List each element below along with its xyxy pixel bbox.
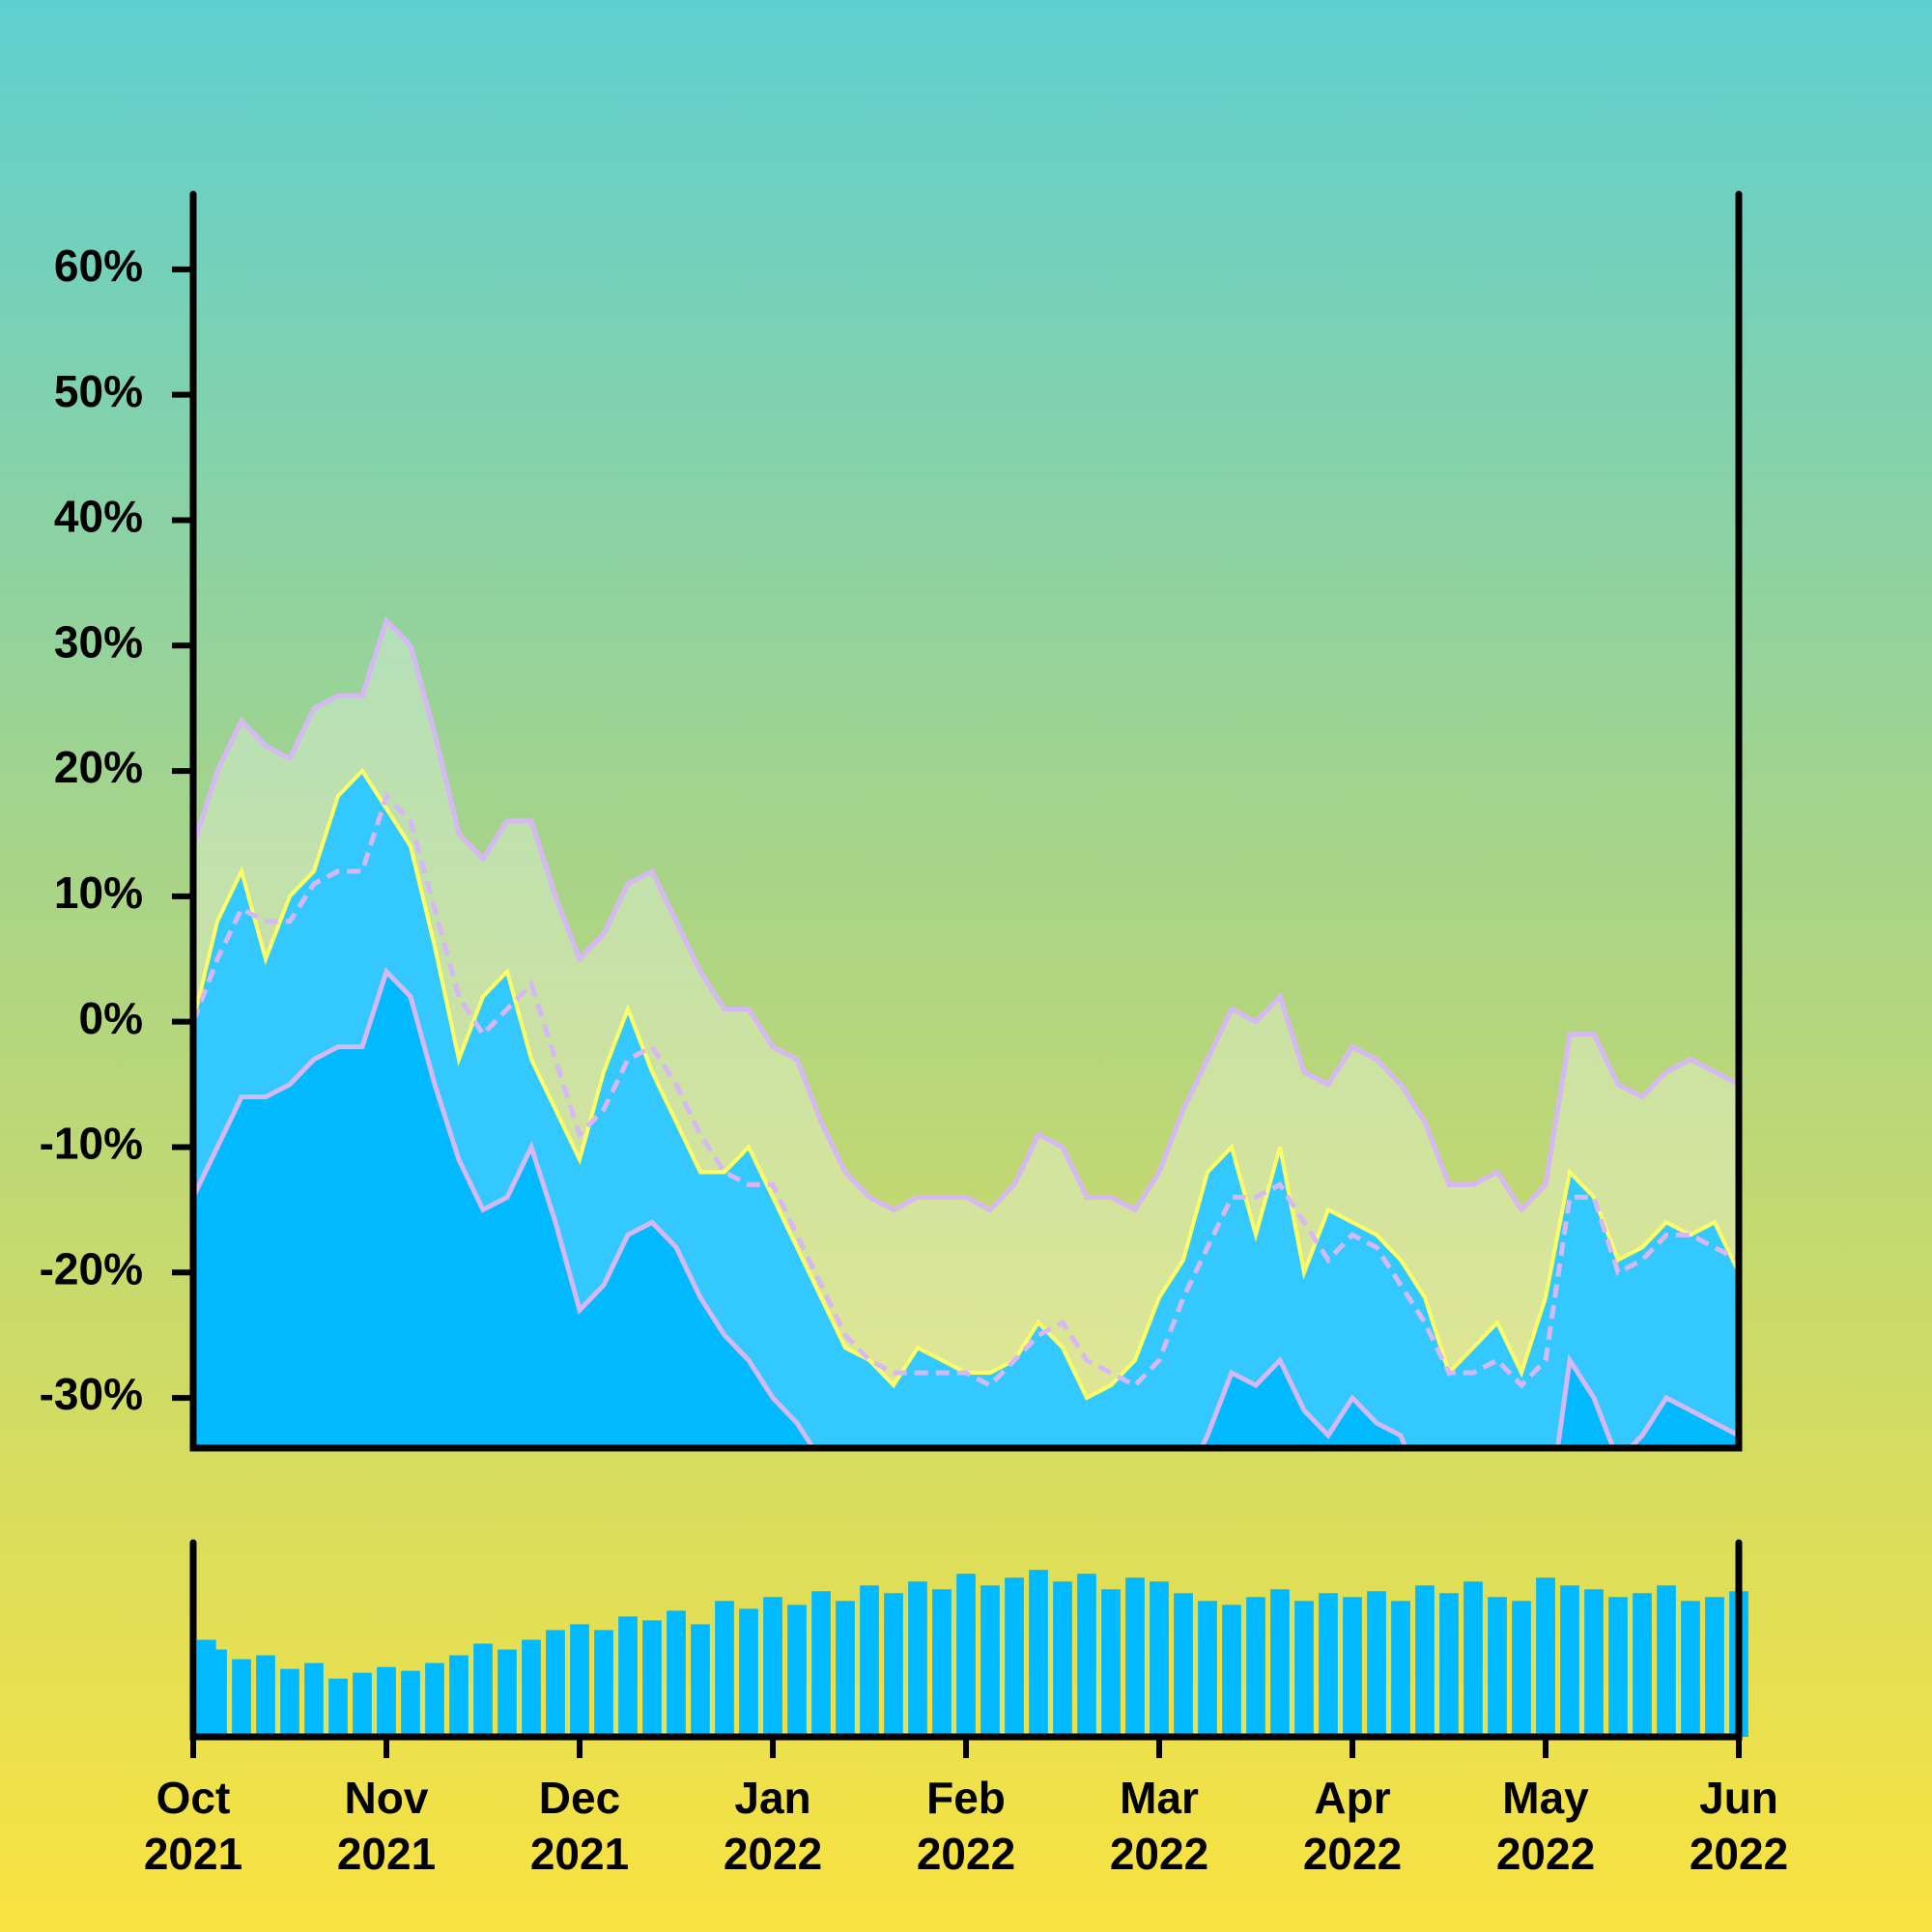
volume-bar [497,1649,517,1737]
volume-bar [836,1601,855,1737]
volume-bar [594,1630,613,1737]
volume-bar [208,1649,227,1737]
volume-bar [811,1591,831,1737]
volume-panel [197,1570,1748,1737]
volume-bar [1681,1601,1700,1737]
volume-bar [739,1608,758,1737]
volume-bar [1367,1591,1386,1737]
volume-bar [232,1659,251,1737]
volume-bar [425,1662,444,1737]
volume-bar [1512,1601,1531,1737]
volume-bar [956,1574,976,1737]
volume-bar [884,1593,903,1737]
volume-bar [787,1605,807,1737]
volume-bar [570,1624,589,1737]
x-tick-label: Nov 2021 [336,1773,437,1879]
volume-bar [1415,1585,1435,1737]
volume-bar [618,1616,638,1737]
y-tick-label: 50% [54,366,143,416]
y-tick-label: -30% [40,1369,143,1419]
volume-bar [473,1643,493,1737]
y-tick-label: -20% [40,1243,143,1293]
volume-bar [1053,1581,1072,1737]
volume-bar [353,1672,372,1737]
volume-bar [1246,1597,1265,1737]
volume-bar [932,1589,952,1737]
lower-band-line [193,967,1739,1448]
volume-bar [1150,1581,1169,1737]
y-tick-label: 20% [54,742,143,792]
volume-bar [328,1678,348,1737]
volume-bar [256,1655,275,1737]
volume-bar [1222,1605,1241,1737]
volume-bar [377,1666,396,1737]
volume-bar [546,1630,565,1737]
volume-bar [1536,1577,1555,1737]
volume-bar [642,1620,662,1737]
volume-bar [1029,1570,1048,1737]
volume-bar [1608,1597,1628,1737]
volume-bar [908,1581,927,1737]
volume-bar [1584,1589,1604,1737]
x-tick-label: Mar 2022 [1109,1773,1209,1879]
plot-area [193,615,1739,1448]
x-tick-label: Feb 2022 [916,1773,1016,1879]
x-tick-label: Dec 2021 [529,1773,630,1879]
y-tick-label: 0% [79,993,143,1043]
y-tick-label: -10% [40,1119,143,1169]
y-tick-label: 10% [54,867,143,918]
upper-band-line [193,615,1739,1214]
lower-area [193,971,1739,1448]
volume-bar [1174,1593,1193,1737]
middle-band-line [193,791,1739,1389]
x-tick-label: Jan 2022 [723,1773,823,1879]
volume-bar [1657,1585,1676,1737]
x-tick-label: May 2022 [1495,1773,1596,1879]
volume-bar [401,1670,420,1737]
volume-bar [1077,1574,1096,1737]
volume-bar [1463,1581,1483,1737]
price-area [193,771,1739,1448]
volume-bar [449,1655,469,1737]
volume-bar [1101,1589,1121,1737]
volume-bar [1294,1601,1314,1737]
x-tick-label: Apr 2022 [1302,1773,1403,1879]
volume-bar [1198,1601,1217,1737]
volume-bar [1439,1593,1459,1737]
volume-bar [1343,1597,1362,1737]
volume-bar [1005,1577,1024,1737]
volume-bar [763,1597,782,1737]
volume-bar [1488,1597,1507,1737]
volume-bar [280,1668,299,1737]
volume-bar [1125,1577,1145,1737]
volume-bar [1391,1601,1410,1737]
volume-bar [1319,1593,1338,1737]
volume-bar [715,1601,734,1737]
y-tick-label: 30% [54,616,143,667]
volume-bar [667,1610,686,1737]
x-tick-label: Jun 2022 [1689,1773,1789,1879]
y-tick-label: 60% [54,241,143,291]
volume-bar [980,1585,1000,1737]
main-axes [189,190,1743,1452]
x-tick-label: Oct 2021 [143,1773,243,1879]
volume-bar [1560,1585,1579,1737]
volume-bar [1270,1589,1290,1737]
y-tick-label: 40% [54,492,143,542]
volume-bar [1633,1593,1652,1737]
volume-bar [304,1662,324,1737]
volume-bar [860,1585,879,1737]
volume-bar [522,1639,541,1737]
volume-bar [691,1624,710,1737]
volume-bar [1705,1597,1724,1737]
